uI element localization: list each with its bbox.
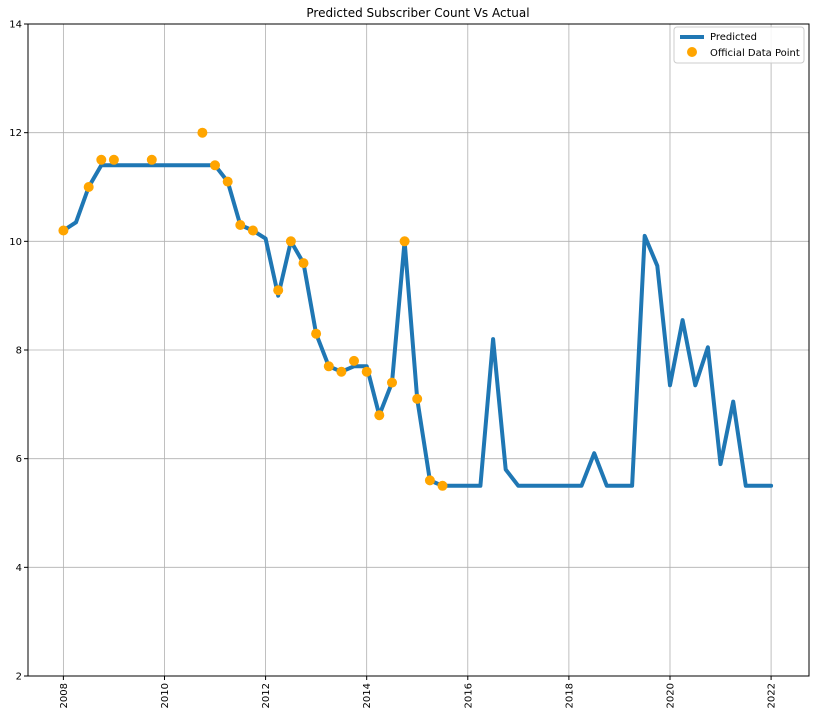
official-data-point	[96, 154, 107, 165]
x-tick-label: 2010	[160, 683, 171, 708]
x-tick-label: 2022	[767, 683, 778, 708]
official-data-point	[58, 225, 69, 236]
x-tick-label: 2016	[463, 683, 474, 708]
y-tick-label: 14	[9, 20, 22, 31]
grid	[28, 23, 809, 677]
official-data-point	[247, 225, 258, 236]
y-tick-label: 4	[16, 563, 22, 574]
official-data-point	[285, 236, 296, 247]
legend-official-swatch	[687, 47, 697, 57]
legend: Predicted Official Data Point	[673, 26, 805, 64]
x-tick-label: 2020	[665, 683, 676, 708]
y-tick-label: 8	[16, 346, 22, 357]
y-tick-label: 12	[9, 128, 22, 139]
official-data-point	[387, 377, 397, 388]
plot-frame	[27, 23, 810, 677]
x-tick-label: 2014	[362, 683, 373, 708]
official-data-point	[197, 127, 208, 138]
official-data-point	[323, 361, 334, 372]
official-data-point	[437, 480, 448, 491]
official-data-point	[412, 393, 423, 404]
y-tick-label: 10	[9, 237, 22, 248]
official-data-point	[336, 366, 347, 377]
official-data-point	[108, 154, 119, 165]
y-tick-label: 6	[16, 454, 22, 465]
legend-official-label: Official Data Point	[710, 48, 800, 59]
official-data-point	[361, 366, 372, 377]
x-tick-label: 2018	[564, 683, 575, 708]
official-data-point	[399, 236, 410, 247]
official-data-point	[424, 475, 435, 486]
series	[58, 127, 774, 491]
official-data-point	[83, 182, 94, 192]
x-tick-label: 2008	[59, 683, 70, 708]
official-data-point	[311, 328, 322, 339]
official-data-point	[273, 285, 284, 296]
chart-title: Predicted Subscriber Count Vs Actual	[306, 6, 529, 20]
official-data-point	[374, 410, 385, 421]
legend-box	[673, 26, 805, 64]
y-tick-label: 2	[16, 672, 22, 683]
official-data-point	[146, 154, 157, 165]
tick-labels: 2008 2010 2012 2014 2016 2018 2020 2022 2 4 6 8 10 12…	[9, 20, 777, 709]
official-data-point	[349, 355, 359, 366]
official-data-point	[298, 258, 309, 269]
legend-predicted-label: Predicted	[710, 32, 757, 43]
official-data-point	[222, 176, 233, 187]
official-data-point	[210, 160, 220, 171]
official-data-point	[235, 220, 246, 230]
x-tick-label: 2012	[261, 683, 272, 708]
